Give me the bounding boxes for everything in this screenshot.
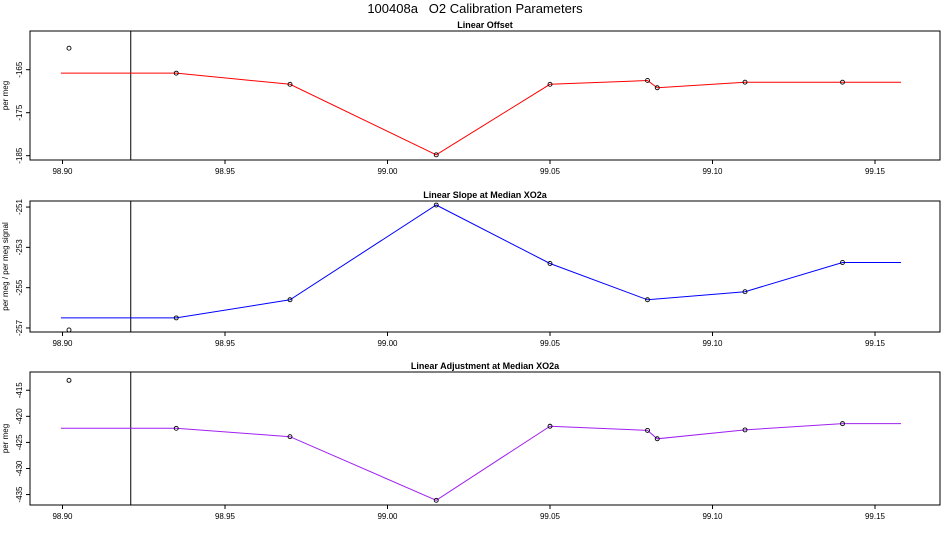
data-point	[66, 327, 72, 333]
series-line	[60, 72, 901, 156]
x-tick-label: 99.05	[540, 339, 561, 348]
data-point	[645, 427, 650, 433]
panel-title: Linear Offset	[457, 20, 513, 30]
data-point	[742, 79, 748, 85]
y-tick-label: -251	[15, 198, 24, 215]
page-title: 100408a O2 Calibration Parameters	[367, 1, 583, 16]
y-tick-label: -255	[15, 279, 24, 296]
x-tick-label: 98.95	[215, 339, 236, 348]
x-tick-label: 98.95	[215, 167, 236, 176]
plot-frame	[29, 200, 941, 333]
x-tick-label: 99.00	[377, 339, 398, 348]
data-point	[840, 421, 845, 427]
x-tick-label: 98.90	[52, 167, 73, 176]
x-tick-label: 98.90	[52, 512, 73, 521]
panel-3: Linear Adjustment at Median XO2a per meg 9…	[1, 361, 941, 521]
y-tick-label: -415	[15, 382, 24, 399]
y-tick-label: -185	[15, 147, 24, 164]
y-tick-label: -175	[15, 104, 24, 121]
data-point	[433, 202, 439, 208]
series-line	[60, 423, 901, 501]
panel-1: Linear Offset per meg 98.90 98.95 99.00 99.05…	[1, 20, 941, 176]
x-tick-label: 99.00	[377, 167, 398, 176]
panel-title: Linear Adjustment at Median XO2a	[411, 361, 560, 371]
x-tick-label: 99.10	[702, 512, 723, 521]
y-axis-label: per meg	[1, 424, 10, 453]
data-point	[742, 427, 748, 433]
x-tick-label: 99.05	[540, 512, 561, 521]
y-tick-label: -425	[15, 434, 24, 451]
x-tick-label: 98.95	[215, 512, 236, 521]
y-tick-label: -253	[15, 239, 24, 256]
x-tick-label: 99.05	[540, 167, 561, 176]
y-tick-label: -420	[15, 408, 24, 425]
data-point	[645, 297, 650, 303]
y-tick-label: -165	[15, 61, 24, 78]
x-tick-label: 99.15	[865, 167, 886, 176]
plot-frame	[29, 371, 941, 506]
series-line	[60, 204, 901, 319]
data-point	[840, 260, 845, 265]
data-point	[173, 425, 179, 431]
data-point	[742, 289, 748, 295]
data-point	[654, 85, 660, 91]
x-tick-label: 99.10	[702, 339, 723, 348]
data-point	[547, 261, 553, 266]
x-tick-label: 99.10	[702, 167, 723, 176]
data-point	[547, 423, 553, 429]
data-point	[654, 436, 660, 442]
data-point	[173, 70, 179, 76]
data-point	[66, 45, 72, 51]
data-point	[433, 497, 439, 503]
data-point	[66, 377, 72, 383]
data-point	[287, 434, 293, 440]
y-tick-label: -430	[15, 460, 24, 477]
y-axis-label: per meg / per meg signal	[1, 222, 10, 311]
x-tick-label: 99.00	[377, 512, 398, 521]
y-tick-label: -435	[15, 486, 24, 503]
data-point	[840, 79, 845, 85]
data-point	[433, 152, 439, 158]
x-tick-label: 99.15	[865, 339, 886, 348]
data-point	[287, 297, 293, 303]
x-tick-label: 98.90	[52, 339, 73, 348]
data-point	[645, 77, 650, 83]
x-tick-label: 99.15	[865, 512, 886, 521]
data-point	[547, 81, 553, 87]
panel-2: Linear Slope at Median XO2a per meg / per…	[1, 190, 941, 348]
data-point	[173, 315, 179, 321]
y-axis-label: per meg	[1, 81, 10, 110]
y-tick-label: -257	[15, 319, 24, 336]
data-point	[287, 81, 293, 87]
panel-title: Linear Slope at Median XO2a	[423, 190, 548, 200]
plot-frame	[29, 30, 941, 161]
